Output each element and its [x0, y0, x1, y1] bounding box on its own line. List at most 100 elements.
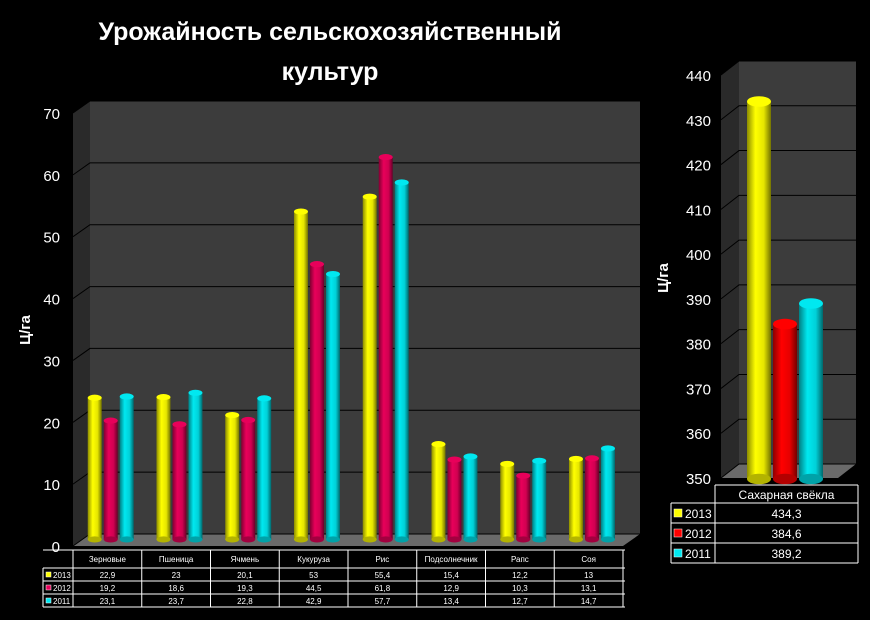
bar-2013-top [500, 460, 515, 468]
bar-2013-top [87, 394, 102, 401]
bar-2012-body [172, 424, 187, 540]
data-label: 23,1 [100, 597, 116, 606]
bar-2011-top [394, 179, 409, 186]
bar-2012 [516, 472, 531, 543]
bar-2013-top [156, 394, 171, 401]
bar-2013-top [568, 455, 583, 463]
bar-2011-base [325, 536, 340, 543]
legend-label: 2012 [53, 584, 71, 593]
bar-2012 [309, 261, 324, 543]
bar-2011 [532, 457, 547, 543]
bar-2012-top [378, 154, 393, 161]
bar-2011-body [532, 460, 547, 540]
bar-2013-base [500, 536, 515, 543]
y-tick-label: 440 [686, 68, 711, 85]
bar-2012-base [516, 536, 531, 543]
bar-2013-body [293, 211, 308, 540]
data-label: 12,9 [443, 584, 459, 593]
bar-2013 [293, 208, 308, 543]
gridline [720, 105, 856, 121]
bar-2011 [257, 395, 272, 543]
bar-2013-body [156, 397, 171, 540]
bar-2012-body [378, 157, 393, 540]
bars [747, 96, 823, 485]
y-axis-label: Ц/га [17, 314, 34, 344]
gridline [72, 224, 640, 238]
y-tick-label: 20 [43, 415, 60, 432]
gridline [720, 150, 856, 165]
bar-2012-body [584, 458, 599, 540]
bar-2012-base [241, 536, 256, 543]
bar-2011 [119, 393, 134, 543]
bars [87, 154, 615, 543]
bar-2011-body [394, 182, 409, 540]
bar-2012-base [378, 536, 393, 543]
legend-swatch-2011 [45, 597, 52, 604]
data-label: 384,6 [771, 527, 801, 541]
x-tick-label: Рис [375, 555, 389, 564]
data-label: 12,2 [512, 571, 528, 580]
bar-2013 [431, 441, 446, 543]
bar-2012 [378, 154, 393, 543]
bar-2013-base [747, 473, 771, 485]
bar-2011-body [188, 392, 203, 540]
data-label: 13,4 [443, 597, 459, 606]
bar-2011 [600, 445, 615, 543]
bar-2013 [225, 411, 240, 543]
y-tick-label: 400 [686, 247, 711, 264]
bar-2012 [241, 416, 256, 543]
bar-2013-top [293, 208, 308, 215]
bar-2013-top [431, 441, 446, 448]
x-tick-label: Подсолнечник [425, 555, 478, 564]
data-label: 23 [172, 571, 181, 580]
bar-2013-base [362, 536, 377, 543]
x-tick-label: Пшеница [159, 555, 194, 564]
bar-2012-body [447, 459, 462, 540]
bar-2012-base [584, 536, 599, 543]
data-label: 22,8 [237, 597, 253, 606]
bar-2011-base [394, 536, 409, 543]
bar-2013-top [747, 96, 771, 107]
bar-2011-body [257, 398, 272, 540]
bar-2011-base [463, 536, 478, 543]
y-tick-label: 10 [43, 477, 60, 494]
bar-2012-base [447, 536, 462, 543]
data-label: 18,6 [168, 584, 184, 593]
y-tick-label: 360 [686, 426, 711, 443]
data-label: 22,9 [100, 571, 116, 580]
bar-2011-top [600, 445, 615, 452]
bar-2013 [568, 455, 583, 543]
legend-swatch-2011 [673, 548, 683, 558]
bar-2011-top [119, 393, 134, 400]
bar-2011-base [799, 473, 823, 485]
bar-2012-body [773, 324, 797, 479]
bar-2013-base [568, 536, 583, 543]
bar-2012 [773, 318, 797, 485]
bar-2011-base [188, 536, 203, 543]
gridline [72, 286, 640, 299]
y-tick-label: 350 [686, 471, 711, 488]
plot-side-wall [721, 61, 739, 478]
gridline [72, 100, 640, 114]
bar-2013-top [362, 193, 377, 200]
bar-2013 [500, 460, 515, 543]
plot-floor [73, 534, 640, 546]
gridline [720, 60, 856, 76]
y-tick-label: 0 [52, 539, 60, 556]
x-tick-label: Кукуруза [297, 555, 330, 564]
y-tick-label: 60 [43, 168, 60, 185]
bar-2012-top [584, 455, 599, 462]
bar-2012-top [447, 456, 462, 463]
bar-2011-top [257, 395, 272, 402]
data-label: 13,1 [581, 584, 597, 593]
data-label: 19,2 [100, 584, 116, 593]
legend-label: 2013 [685, 507, 712, 521]
legend-swatch-2012 [45, 584, 52, 591]
bar-2013-base [156, 536, 171, 543]
bar-2011-body [119, 396, 134, 540]
y-tick-label: 430 [686, 113, 711, 130]
data-label: 389,2 [771, 547, 801, 561]
bar-2012-body [241, 420, 256, 540]
x-tick-label: Рапс [511, 555, 529, 564]
